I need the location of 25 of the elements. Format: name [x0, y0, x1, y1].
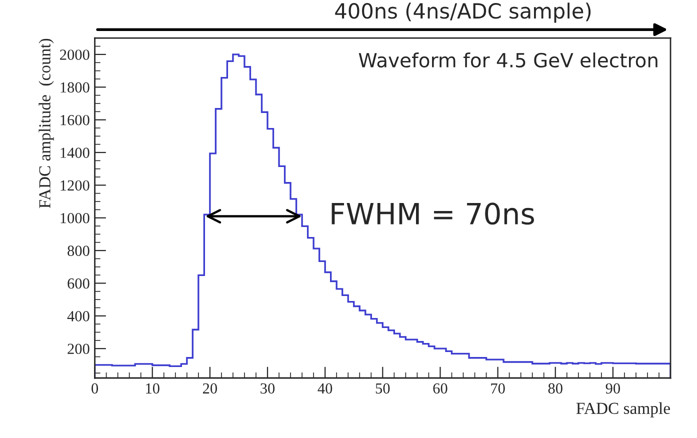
x-tick-label: 10	[146, 383, 160, 394]
y-tick-label: 1800	[60, 82, 90, 93]
y-tick-label: 1200	[60, 180, 90, 191]
y-tick-label: 1400	[60, 148, 90, 158]
annotation: FWHM = 70ns	[332, 202, 534, 225]
y-tick-label: 600	[68, 278, 90, 289]
text: 400ns (4ns/ADC sample)	[335, 2, 591, 23]
x-tick-label: 80	[548, 383, 562, 394]
x-tick-label: 60	[433, 383, 448, 394]
x-axis-title: FADC sample	[576, 402, 670, 418]
y-tick-label: 1000	[60, 212, 90, 224]
x-tick-label: 90	[606, 383, 620, 394]
x-tick-label: 70	[491, 383, 505, 394]
y-tick-label: 400	[67, 311, 90, 322]
x-tick-label: 40	[318, 383, 332, 394]
y-tick-label: 200	[68, 344, 90, 354]
y-tick-label: 800	[68, 246, 90, 256]
y-tick-label: 1600	[60, 114, 90, 126]
x-tick-label: 50	[376, 383, 390, 394]
y-tick-label: 2000	[60, 50, 90, 60]
annotation: Waveform for 4.5 GeV electron	[358, 52, 658, 68]
x-tick-label: 20	[202, 383, 217, 394]
x-tick-label: 0	[92, 383, 98, 394]
x-tick-label: 30	[260, 383, 275, 394]
y-axis-title: FADC amplitude (count)	[38, 38, 54, 208]
